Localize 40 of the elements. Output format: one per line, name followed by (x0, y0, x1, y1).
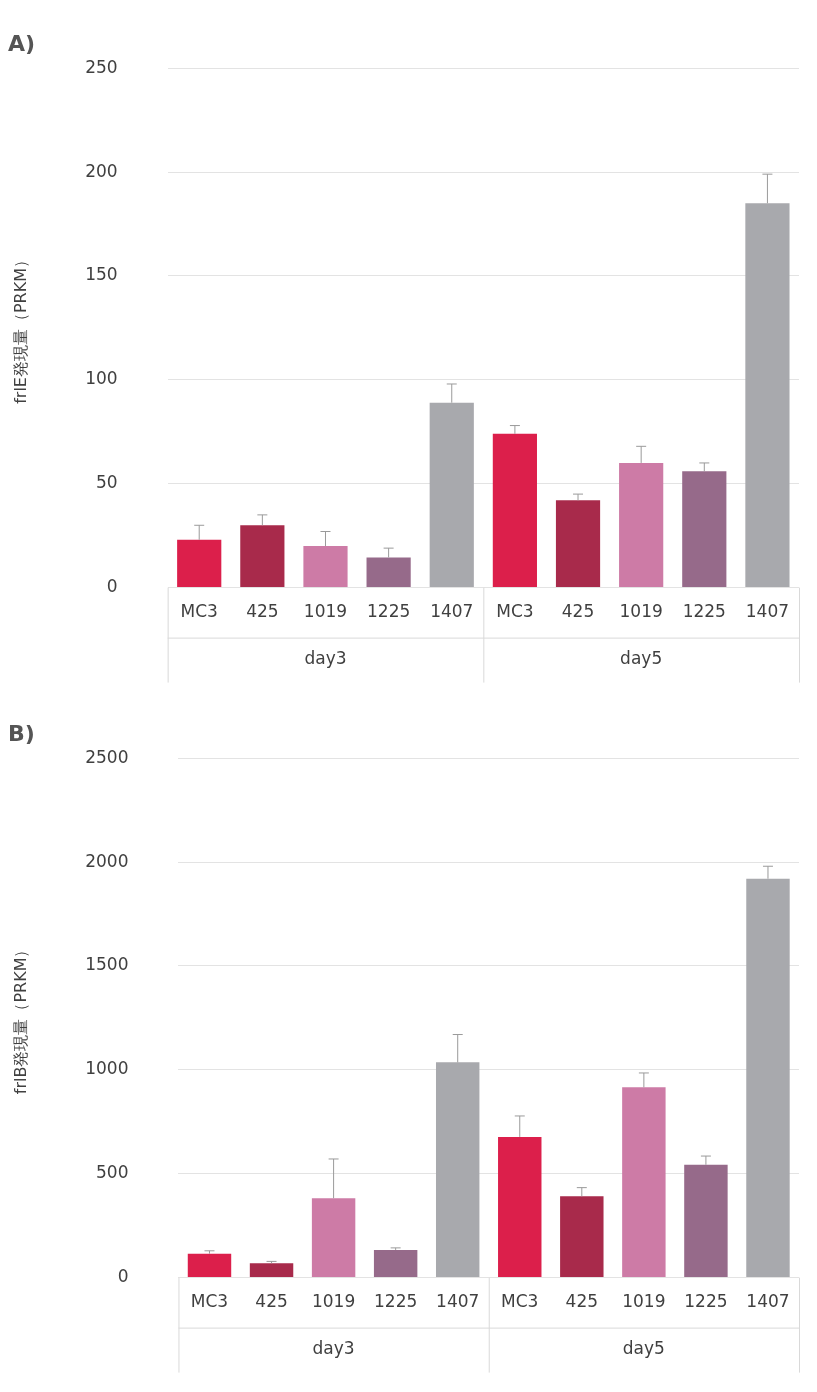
x-tick-label: 1407 (745, 601, 790, 622)
y-axis-title: frlE発現量（PRKM） (10, 251, 30, 404)
y-tick-label: 1000 (85, 1058, 129, 1079)
x-tick-label: 1225 (684, 1291, 728, 1312)
chart-title: A) (8, 30, 36, 56)
y-tick-label: 2500 (85, 746, 129, 767)
x-tick-label: 1019 (311, 1291, 356, 1312)
text: day5 (622, 1338, 665, 1359)
x-tick-label: 425 (246, 601, 279, 622)
x-tick-label: MC3 (190, 1291, 229, 1312)
x-tick-label: 1019 (619, 601, 663, 622)
y-tick-label: 200 (85, 160, 118, 181)
y-tick-label: 250 (85, 56, 118, 77)
x-tick-label: 1019 (303, 601, 348, 622)
x-tick-label: 425 (565, 1291, 599, 1312)
text: day3 (312, 1338, 355, 1359)
y-tick-label: 0 (117, 1266, 129, 1287)
text: day3 (304, 648, 347, 669)
x-tick-label: 1407 (430, 601, 474, 622)
x-tick-label: MC3 (496, 601, 534, 622)
y-tick-label: 50 (96, 472, 118, 493)
y-tick-label: 500 (96, 1162, 129, 1183)
y-axis-title: frlB発現量（PRKM） (10, 941, 30, 1095)
text: day5 (620, 648, 663, 669)
chart-title: B) (8, 720, 35, 746)
x-tick-label: MC3 (180, 601, 218, 622)
y-tick-label: 2000 (85, 850, 129, 871)
x-tick-label: 1225 (374, 1291, 418, 1312)
x-tick-label: MC3 (501, 1291, 539, 1312)
x-tick-label: 1225 (682, 601, 726, 622)
x-tick-label: 1225 (366, 601, 411, 622)
x-tick-label: 1407 (436, 1291, 480, 1312)
y-tick-label: 150 (85, 264, 118, 285)
x-tick-label: 425 (255, 1291, 288, 1312)
y-tick-label: 1500 (85, 954, 129, 975)
x-tick-label: 1407 (746, 1291, 790, 1312)
x-tick-label: 425 (561, 601, 595, 622)
y-tick-label: 100 (85, 368, 118, 389)
x-tick-label: 1019 (622, 1291, 666, 1312)
y-tick-label: 0 (106, 576, 118, 597)
